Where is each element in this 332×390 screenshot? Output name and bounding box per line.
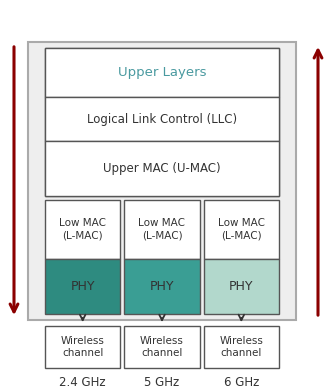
Bar	[204, 326, 279, 368]
Text: PHY: PHY	[229, 280, 254, 293]
Bar	[28, 42, 296, 320]
Bar	[204, 200, 279, 259]
Text: Wireless
channel: Wireless channel	[61, 336, 105, 358]
Bar	[45, 326, 120, 368]
Text: PHY: PHY	[150, 280, 174, 293]
Bar	[45, 259, 120, 314]
Bar	[45, 48, 279, 196]
Text: Wireless
channel: Wireless channel	[219, 336, 263, 358]
Bar	[45, 48, 279, 97]
Bar	[124, 326, 200, 368]
Text: 6 GHz: 6 GHz	[224, 376, 259, 388]
Text: Low MAC
(L-MAC): Low MAC (L-MAC)	[59, 218, 106, 241]
Text: 5 GHz: 5 GHz	[144, 376, 180, 388]
Text: Low MAC
(L-MAC): Low MAC (L-MAC)	[138, 218, 186, 241]
Bar	[45, 97, 279, 141]
Text: Logical Link Control (LLC): Logical Link Control (LLC)	[87, 113, 237, 126]
Text: 2.4 GHz: 2.4 GHz	[59, 376, 106, 388]
Text: Wireless
channel: Wireless channel	[140, 336, 184, 358]
Bar	[124, 200, 200, 259]
Bar	[204, 259, 279, 314]
Text: Upper Layers: Upper Layers	[118, 66, 206, 79]
Text: Low MAC
(L-MAC): Low MAC (L-MAC)	[218, 218, 265, 241]
Bar	[45, 200, 120, 259]
Text: PHY: PHY	[70, 280, 95, 293]
Text: Upper MAC (U-MAC): Upper MAC (U-MAC)	[103, 162, 221, 175]
Bar	[45, 141, 279, 196]
Bar	[124, 259, 200, 314]
